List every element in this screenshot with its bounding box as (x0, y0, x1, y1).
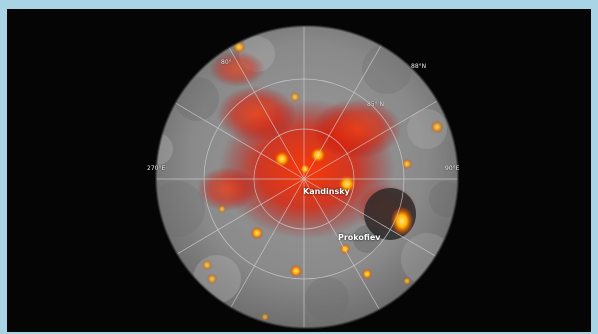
prokofiev-hotspot (391, 207, 413, 235)
latitude-label-inner: 85° N (367, 101, 385, 108)
latitude-tick-label: 80° (221, 59, 232, 66)
polar-surface-map (155, 25, 459, 329)
longitude-label-left: 270°E (147, 165, 166, 172)
crater-label-kandinsky: Kandinsky (303, 187, 350, 196)
latitude-north-label: 88°N (411, 63, 427, 70)
crater-label-prokofiev: Prokofiev (338, 233, 381, 242)
longitude-label-right: 90°E (445, 165, 460, 172)
planet-rim (155, 25, 459, 329)
space-background: 85° N 270°E 90°E 80° 88°N Kandinsky Prok… (7, 9, 591, 332)
meridian-lines (156, 26, 457, 328)
